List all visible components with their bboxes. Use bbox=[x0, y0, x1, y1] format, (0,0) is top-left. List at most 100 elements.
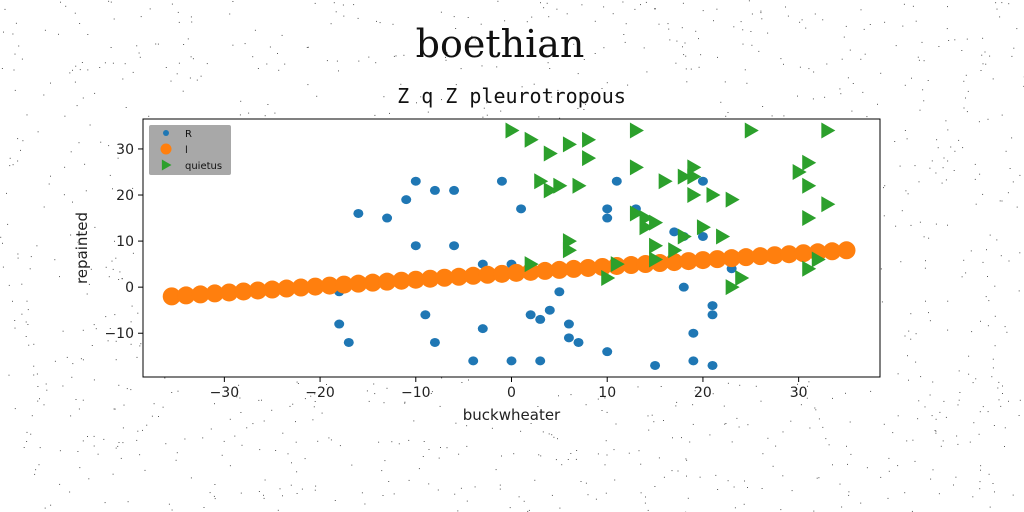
x-tick-label: 20 bbox=[694, 385, 712, 401]
series-quietus-point bbox=[562, 136, 577, 153]
series-l-point bbox=[464, 266, 483, 285]
series-l-point bbox=[191, 285, 210, 304]
series-quietus-point bbox=[821, 122, 836, 139]
series-quietus-point bbox=[543, 182, 558, 199]
series-quietus-point bbox=[572, 177, 587, 194]
series-quietus-point bbox=[658, 173, 673, 190]
series-l-point bbox=[665, 253, 684, 272]
series-quietus-point bbox=[811, 251, 826, 268]
series-l-point bbox=[363, 273, 382, 292]
series-quietus-point bbox=[677, 168, 692, 185]
series-r-point bbox=[506, 356, 517, 366]
series-r-point bbox=[707, 360, 718, 370]
series-l-point bbox=[593, 257, 612, 276]
series-quietus-point bbox=[543, 145, 558, 162]
legend-marker-quietus bbox=[161, 159, 172, 171]
series-quietus-point bbox=[792, 163, 807, 180]
series-l-point bbox=[823, 242, 842, 261]
series-l-point bbox=[679, 252, 698, 271]
series-r-point bbox=[449, 185, 460, 195]
series-r-point bbox=[449, 241, 460, 251]
series-l-point bbox=[449, 267, 468, 286]
series-quietus-point bbox=[505, 122, 520, 139]
series-r-point bbox=[353, 208, 364, 218]
series-l-point bbox=[536, 261, 554, 280]
series-r-point bbox=[650, 360, 661, 370]
series-r-point bbox=[496, 176, 507, 186]
y-axis-label: repainted bbox=[73, 212, 91, 284]
y-tick-label: 30 bbox=[116, 142, 134, 158]
series-quietus-point bbox=[629, 159, 644, 176]
series-l-point bbox=[837, 241, 856, 260]
series-r-point bbox=[563, 319, 574, 329]
chart-title: Z q Z pleurotropous bbox=[397, 84, 626, 108]
y-tick-label: 0 bbox=[125, 280, 134, 296]
y-tick-label: 20 bbox=[116, 188, 134, 204]
legend-label: quietus bbox=[185, 161, 222, 172]
x-tick-label: −20 bbox=[305, 385, 335, 401]
series-r-point bbox=[669, 227, 680, 237]
series-l-point bbox=[550, 260, 569, 279]
figure-title: boethian bbox=[415, 22, 585, 66]
series-l-point bbox=[248, 281, 267, 300]
series-r-point bbox=[678, 282, 689, 292]
legend-box bbox=[149, 125, 231, 175]
legend-label: l bbox=[185, 145, 188, 156]
series-quietus-point bbox=[821, 196, 836, 213]
series-l-point bbox=[349, 274, 368, 293]
x-axis-label: buckwheater bbox=[463, 406, 561, 424]
series-quietus-point bbox=[802, 154, 817, 171]
series-quietus-point bbox=[725, 191, 740, 208]
series-quietus-point bbox=[744, 122, 759, 139]
series-quietus-point bbox=[601, 269, 616, 286]
series-quietus-point bbox=[706, 187, 721, 204]
series-quietus-point bbox=[696, 219, 711, 236]
series-l-point bbox=[794, 244, 813, 263]
series-l-point bbox=[507, 263, 526, 282]
series-quietus-point bbox=[725, 279, 740, 296]
series-r-point bbox=[602, 204, 613, 214]
series-quietus-point bbox=[524, 256, 539, 273]
series-l-point bbox=[291, 278, 310, 297]
series-l-point bbox=[478, 265, 497, 284]
series-r-point bbox=[544, 305, 555, 315]
series-quietus-point bbox=[553, 177, 568, 194]
x-tick-label: −10 bbox=[401, 385, 431, 401]
series-r-point bbox=[573, 337, 584, 347]
series-l-point bbox=[492, 264, 511, 283]
series-l-point bbox=[320, 276, 339, 295]
series-l-point bbox=[751, 247, 770, 266]
y-tick-label: 10 bbox=[116, 234, 134, 250]
series-r-point bbox=[410, 176, 421, 186]
series-r-point bbox=[602, 213, 613, 223]
series-quietus-point bbox=[687, 187, 702, 204]
x-tick-label: 30 bbox=[790, 385, 808, 401]
series-quietus-point bbox=[668, 242, 683, 259]
series-r-point bbox=[516, 204, 527, 214]
series-l-point bbox=[177, 286, 196, 305]
series-r-point bbox=[343, 337, 354, 347]
series-l-point bbox=[421, 269, 440, 288]
series-l-point bbox=[234, 282, 253, 301]
series-l-point bbox=[708, 250, 727, 269]
series-quietus-point bbox=[582, 131, 597, 148]
series-quietus-point bbox=[802, 177, 817, 194]
series-r-point bbox=[535, 314, 546, 324]
series-r-point bbox=[334, 319, 345, 329]
series-r-point bbox=[525, 310, 536, 320]
series-l-point bbox=[579, 258, 598, 277]
series-l-point bbox=[435, 268, 454, 287]
series-r-point bbox=[554, 287, 565, 297]
series-l-point bbox=[392, 271, 411, 290]
series-l-point bbox=[306, 277, 325, 296]
series-quietus-point bbox=[649, 214, 664, 231]
series-l-point bbox=[622, 256, 641, 275]
series-quietus-point bbox=[716, 228, 731, 245]
series-l-point bbox=[220, 283, 239, 302]
series-quietus-point bbox=[802, 210, 817, 227]
x-tick-label: 0 bbox=[507, 385, 516, 401]
series-quietus-point bbox=[677, 228, 692, 245]
series-r-point bbox=[611, 176, 622, 186]
series-quietus-point bbox=[639, 210, 654, 227]
y-tick-label: −10 bbox=[104, 326, 134, 342]
